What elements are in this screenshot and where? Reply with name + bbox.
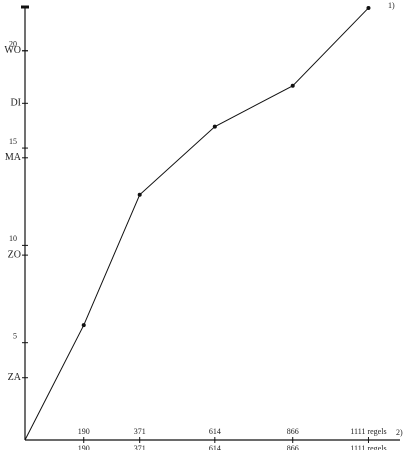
x-tick-label: 1111 regels [350, 444, 386, 450]
y-axis-note: 1) [388, 1, 395, 10]
point [212, 124, 217, 129]
point [366, 5, 371, 10]
x-tick-label: 866 [287, 427, 299, 436]
day-label: ZO [8, 249, 21, 260]
line [24, 7, 369, 441]
day-label: ZA [8, 372, 22, 383]
x-tick-label: 190 [78, 427, 90, 436]
day-label: DI [10, 98, 21, 109]
point [290, 83, 295, 88]
x-tick-label: 866 [287, 444, 299, 450]
x-axis-note: 2) [396, 428, 403, 437]
y-tick-label: 15 [9, 137, 17, 146]
day-label: MA [5, 152, 22, 163]
x-tick-label: 614 [209, 427, 221, 436]
y-tick-label: 20 [9, 40, 17, 49]
y-tick-label: 10 [9, 234, 17, 243]
x-tick-label: 371 [134, 444, 146, 450]
x-tick-label: 371 [134, 427, 146, 436]
point [81, 323, 86, 328]
x-tick-label: 1111 regels [350, 427, 386, 436]
y-tick-label: 5 [13, 332, 17, 341]
x-tick-label: 190 [78, 444, 90, 450]
point [137, 192, 142, 197]
day-label: WO [4, 45, 21, 56]
x-tick-label: 614 [209, 444, 221, 450]
